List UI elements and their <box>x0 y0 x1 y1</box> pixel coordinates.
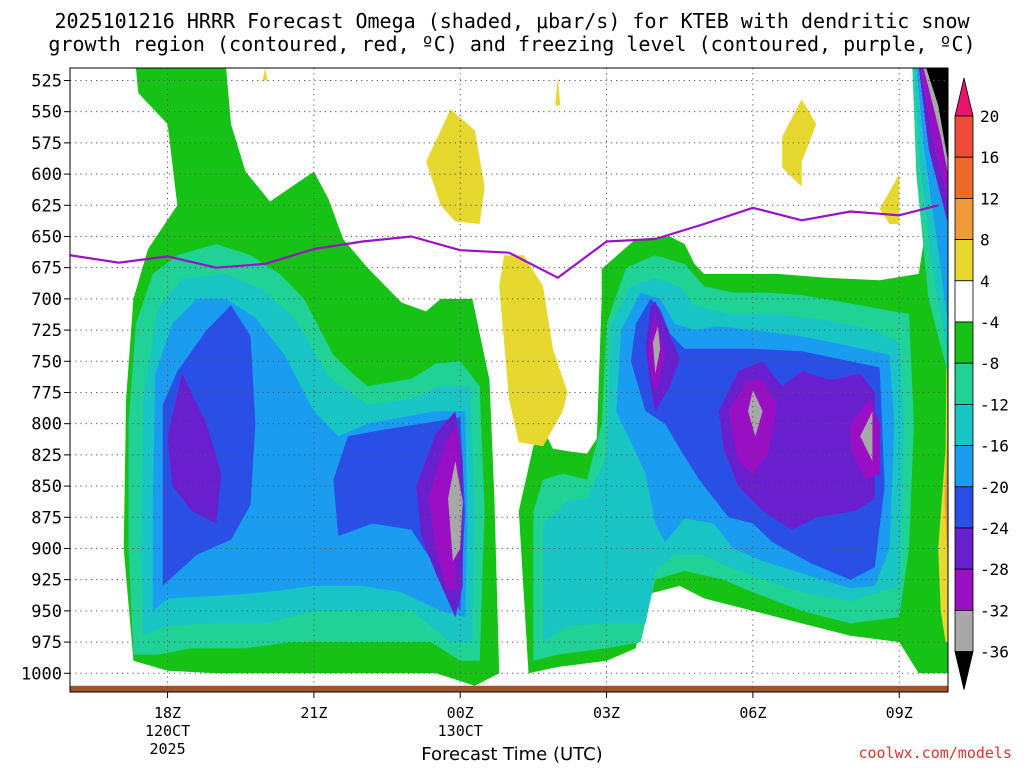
y-tick-label-775: 775 <box>31 383 62 403</box>
y-tick-label-575: 575 <box>31 134 62 154</box>
yellow-area-right <box>938 298 948 643</box>
freezing-level-line <box>70 204 939 279</box>
gray-area-mid <box>448 461 463 561</box>
ground-band <box>70 685 948 692</box>
x-tick-year-18Z: 2025 <box>149 740 185 758</box>
colorbar-swatch-4 <box>954 239 974 282</box>
y-tick-label-975: 975 <box>31 633 62 653</box>
yellow-area-3 <box>782 99 817 187</box>
colorbar-label-9: -20 <box>980 478 1009 497</box>
yellow-area-5 <box>555 76 561 106</box>
colorbar-swatch-8 <box>954 403 974 446</box>
colorbar-label-4: 4 <box>980 272 990 291</box>
y-tick-label-850: 850 <box>31 477 62 497</box>
gray-area-late-1 <box>652 326 661 374</box>
y-tick-label-875: 875 <box>31 508 62 528</box>
colorbar-label-13: -36 <box>980 643 1009 662</box>
x-tick-date-00Z: 130CT <box>438 722 483 740</box>
y-tick-label-650: 650 <box>31 227 62 247</box>
y-tick-label-900: 900 <box>31 539 62 559</box>
x-axis-title: Forecast Time (UTC) <box>421 744 603 765</box>
ground-layer <box>70 685 948 692</box>
colorbar-label-11: -28 <box>980 560 1009 579</box>
colorbar: 20 16 12 8 4 -4 -8 -12 -16 -20 -24 -28 -32 -36 <box>954 77 1009 690</box>
x-tick-label-09Z: 09Z <box>886 704 913 722</box>
x-tick-date-18Z: 120CT <box>145 722 190 740</box>
x-tick-label-06Z: 06Z <box>739 704 766 722</box>
colorbar-swatch-11 <box>954 527 974 570</box>
colorbar-swatch-3 <box>954 197 974 240</box>
gray-area-late-2 <box>748 390 763 437</box>
chart-title-line-2: growth region (contoured, red, ºC) and f… <box>48 32 976 56</box>
y-axis: 525 550 575 600 625 650 675 700 725 750 775 800 825 8… <box>21 71 70 684</box>
source-credit[interactable]: coolwx.com/models <box>858 744 1012 762</box>
colorbar-swatch-12 <box>954 568 974 611</box>
orange-area-right <box>944 442 948 549</box>
colorbar-label-2: 12 <box>980 189 999 208</box>
y-tick-label-550: 550 <box>31 103 62 123</box>
right-edge-black <box>926 68 948 162</box>
y-tick-label-950: 950 <box>31 602 62 622</box>
colorbar-label-7: -12 <box>980 395 1009 414</box>
x-tick-label-00Z: 00Z <box>447 704 474 722</box>
colorbar-swatch-1 <box>954 115 974 158</box>
y-tick-label-725: 725 <box>31 321 62 341</box>
omega-shading <box>123 68 948 686</box>
y-tick-label-700: 700 <box>31 290 62 310</box>
colorbar-label-12: -32 <box>980 601 1009 620</box>
colorbar-swatch-2 <box>954 156 974 199</box>
colorbar-label-5: -4 <box>980 313 999 332</box>
colorbar-label-1: 16 <box>980 148 999 167</box>
y-tick-label-675: 675 <box>31 259 62 279</box>
y-tick-label-800: 800 <box>31 415 62 435</box>
chart-title-line-1: 2025101216 HRRR Forecast Omega (shaded, … <box>54 9 970 33</box>
colorbar-label-6: -8 <box>980 354 999 373</box>
colorbar-label-0: 20 <box>980 107 999 126</box>
right-edge-purple <box>918 68 948 224</box>
yellow-area-2 <box>499 255 568 447</box>
y-tick-label-1000: 1000 <box>21 664 62 684</box>
colorbar-swatch-6 <box>954 321 974 364</box>
right-edge-violet <box>921 68 948 199</box>
y-tick-label-750: 750 <box>31 352 62 372</box>
right-edge-cyan <box>913 68 948 355</box>
yellow-area-6 <box>262 68 268 81</box>
right-edge-blue <box>916 68 948 324</box>
colorbar-swatch-9 <box>954 445 974 488</box>
colorbar-swatch-7 <box>954 362 974 405</box>
x-tick-label-21Z: 21Z <box>300 704 327 722</box>
y-tick-label-925: 925 <box>31 571 62 591</box>
colorbar-arrow-top <box>954 77 974 117</box>
yellow-area-1 <box>426 109 485 224</box>
y-tick-label-600: 600 <box>31 165 62 185</box>
y-tick-label-825: 825 <box>31 446 62 466</box>
colorbar-arrow-bottom <box>954 651 974 690</box>
colorbar-label-3: 8 <box>980 231 990 250</box>
colorbar-swatch-5 <box>954 280 974 323</box>
colorbar-label-8: -16 <box>980 437 1009 456</box>
purple-area-early <box>167 373 222 524</box>
y-tick-label-525: 525 <box>31 71 62 91</box>
x-tick-label-03Z: 03Z <box>593 704 620 722</box>
y-tick-label-625: 625 <box>31 196 62 216</box>
freezing-level-group <box>70 204 939 279</box>
right-edge-teal <box>912 68 948 374</box>
colorbar-swatch-10 <box>954 486 974 529</box>
x-tick-label-18Z: 18Z <box>154 704 181 722</box>
plot-frame <box>69 67 949 693</box>
gray-area-late-3 <box>860 411 873 462</box>
colorbar-swatch-13 <box>954 610 974 653</box>
yellow-area-4 <box>879 174 900 224</box>
colorbar-label-10: -24 <box>980 519 1009 538</box>
